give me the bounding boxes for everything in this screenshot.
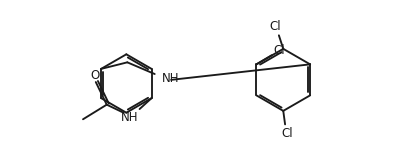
Text: Cl: Cl [281, 127, 293, 140]
Text: Cl: Cl [273, 44, 285, 57]
Text: NH: NH [162, 71, 179, 85]
Text: NH: NH [121, 111, 139, 124]
Text: Cl: Cl [269, 20, 281, 33]
Text: O: O [90, 69, 99, 82]
